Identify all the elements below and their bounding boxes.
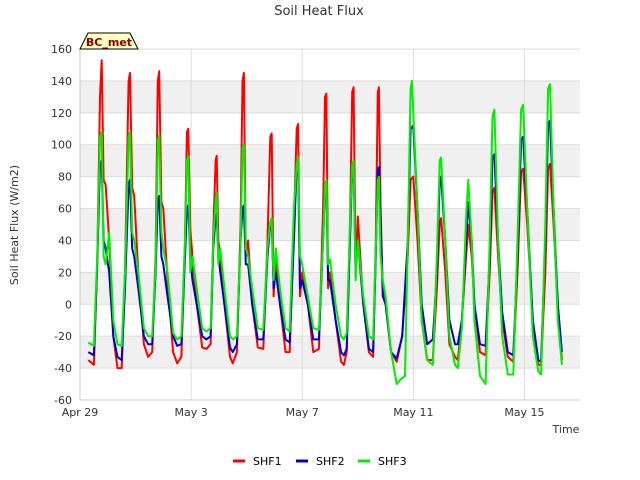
y-tick-label: 160 — [51, 43, 72, 56]
badge-group: BC_met — [79, 32, 139, 50]
series-line-shf3 — [87, 79, 563, 385]
y-tick-label: 120 — [51, 107, 72, 120]
y-tick-label: -60 — [54, 394, 72, 407]
y-tick-label: 80 — [58, 171, 72, 184]
y-tick-label: 100 — [51, 139, 72, 152]
axes: -60 -40 -20 0 20 40 60 80 100 120 140 160 Apr 29 May … — [51, 43, 580, 419]
y-axis-title: Soil Heat Flux (W/m2) — [8, 165, 21, 285]
plot-band — [80, 336, 580, 369]
legend-label-shf1: SHF1 — [253, 455, 282, 468]
plot-band — [80, 144, 580, 177]
badge-box — [79, 32, 139, 50]
x-tick-label: May 11 — [393, 406, 433, 419]
legend: SHF1 SHF2 SHF3 — [233, 455, 407, 468]
y-tick-label: 40 — [58, 234, 72, 247]
x-tick-label: May 15 — [504, 406, 544, 419]
y-tick-label: 20 — [58, 266, 72, 279]
y-tick-label: -40 — [54, 362, 72, 375]
y-tick-label: 60 — [58, 203, 72, 216]
plot-band — [80, 80, 580, 113]
x-tick-label: Apr 29 — [62, 406, 99, 419]
x-tick-label: May 3 — [174, 406, 207, 419]
y-tick-label: -20 — [54, 330, 72, 343]
chart-title: Soil Heat Flux — [274, 4, 364, 19]
x-tick-label: May 7 — [286, 406, 319, 419]
series-layer — [87, 59, 563, 385]
y-tick-label: 140 — [51, 75, 72, 88]
legend-label-shf2: SHF2 — [316, 455, 345, 468]
x-axis-title: Time — [552, 423, 580, 436]
y-tick-label: 0 — [65, 298, 72, 311]
legend-label-shf3: SHF3 — [378, 455, 407, 468]
badge-label: BC_met — [86, 36, 132, 49]
